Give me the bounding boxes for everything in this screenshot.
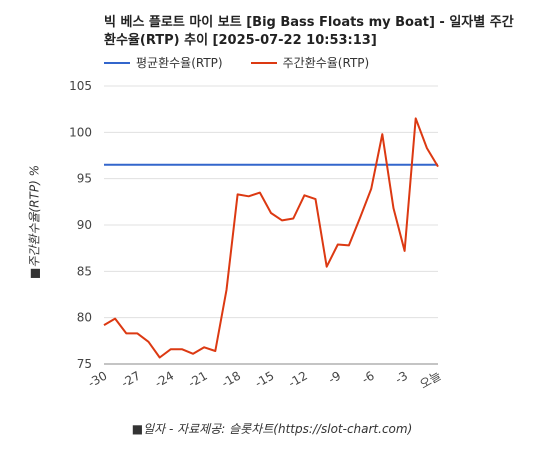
legend-swatch-weekly xyxy=(250,61,277,64)
y-tick-label: 95 xyxy=(77,172,92,186)
x-tick-label: -6 xyxy=(359,368,376,386)
x-tick-label: -3 xyxy=(393,368,410,386)
series-line-weekly xyxy=(103,117,439,359)
x-tick-label: -12 xyxy=(286,368,310,390)
legend: 평균환수율(RTP) 주간환수율(RTP) xyxy=(104,54,369,71)
x-tick-label: -24 xyxy=(152,368,176,390)
x-tick-label: -30 xyxy=(86,368,110,390)
x-tick-label: -27 xyxy=(119,368,143,390)
x-tick-label: -9 xyxy=(326,368,343,386)
legend-item-average[interactable]: 평균환수율(RTP) xyxy=(104,54,223,71)
y-tick-label: 85 xyxy=(77,264,92,278)
y-tick-label: 100 xyxy=(69,125,92,139)
legend-item-weekly[interactable]: 주간환수율(RTP) xyxy=(250,54,370,71)
legend-swatch-average xyxy=(104,61,130,64)
x-axis-label: ■일자 - 자료제공: 슬롯차트(https://slot-chart.com) xyxy=(131,422,413,436)
chart-title: 빅 베스 플로트 마이 보트 [Big Bass Floats my Boat]… xyxy=(104,15,514,48)
legend-label-average: 평균환수율(RTP) xyxy=(136,56,223,70)
y-axis-label: ■주간환수율(RTP) % xyxy=(27,164,42,280)
x-tick-label: 오늘 xyxy=(417,368,443,391)
legend-label-weekly: 주간환수율(RTP) xyxy=(282,56,370,70)
x-tick-label: -15 xyxy=(253,368,277,390)
y-tick-label: 90 xyxy=(77,218,92,232)
y-tick-label: 75 xyxy=(77,357,92,371)
x-tick-label: -21 xyxy=(186,368,210,390)
x-tick-label: -18 xyxy=(219,368,243,390)
y-tick-label: 105 xyxy=(69,79,92,93)
y-tick-label: 80 xyxy=(77,311,92,325)
